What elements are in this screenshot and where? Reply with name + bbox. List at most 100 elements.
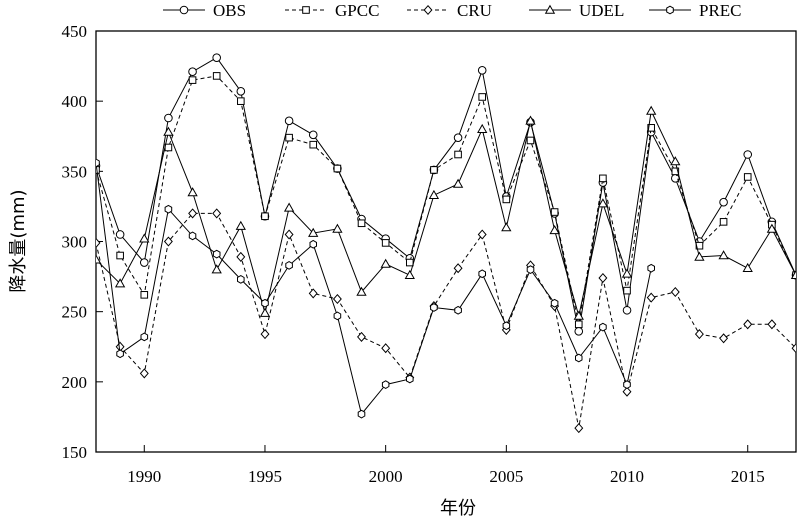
legend-marker xyxy=(302,6,310,14)
data-point-prec xyxy=(285,261,293,270)
data-point-obs xyxy=(115,230,125,239)
x-tick-label: 2015 xyxy=(731,467,765,486)
data-point-obs xyxy=(719,197,728,207)
data-point-cru xyxy=(743,319,753,330)
data-point-udel xyxy=(114,278,126,288)
legend-label: PREC xyxy=(699,1,742,20)
legend-label: UDEL xyxy=(579,1,624,20)
data-point-prec xyxy=(212,249,221,259)
data-point-prec xyxy=(188,231,197,241)
data-point-udel xyxy=(646,105,657,115)
data-point-prec xyxy=(575,353,583,363)
data-point-gpcc xyxy=(116,251,124,260)
data-point-gpcc xyxy=(526,136,535,145)
data-point-udel xyxy=(452,178,464,188)
data-point-prec xyxy=(261,298,269,308)
data-point-gpcc xyxy=(671,167,680,176)
data-point-cru xyxy=(284,229,294,240)
data-point-prec xyxy=(478,269,486,279)
legend-item-obs: OBS xyxy=(163,1,246,20)
data-point-udel xyxy=(621,268,633,278)
data-point-gpcc xyxy=(454,150,462,159)
legend: OBS GPCC CRU UDEL PREC xyxy=(163,1,742,20)
data-point-prec xyxy=(599,322,607,332)
data-point-cru xyxy=(646,292,656,303)
data-point-cru xyxy=(622,386,632,397)
data-point-cru xyxy=(598,272,608,284)
data-point-udel xyxy=(96,254,102,264)
data-point-gpcc xyxy=(599,174,607,183)
data-point-udel xyxy=(501,222,512,232)
data-point-gpcc xyxy=(743,173,752,181)
legend-item-prec: PREC xyxy=(649,1,742,20)
x-tick-label: 2005 xyxy=(489,467,523,486)
data-point-udel xyxy=(428,189,440,199)
x-tick-label: 1995 xyxy=(248,467,282,486)
data-point-gpcc xyxy=(623,286,631,295)
data-point-udel xyxy=(259,307,271,317)
y-tick-label: 400 xyxy=(62,92,88,111)
data-point-udel xyxy=(549,224,560,235)
data-point-udel xyxy=(573,310,584,320)
data-point-udel xyxy=(718,250,729,260)
data-point-cru xyxy=(381,343,391,354)
data-point-udel xyxy=(380,258,391,268)
data-point-prec xyxy=(164,204,173,214)
data-point-obs xyxy=(164,113,173,123)
data-point-udel xyxy=(163,126,174,136)
data-point-gpcc xyxy=(357,219,366,228)
legend-item-udel: UDEL xyxy=(529,1,624,20)
data-point-obs xyxy=(308,130,318,140)
data-point-gpcc xyxy=(719,218,728,226)
series-lines xyxy=(96,53,796,434)
data-point-cru xyxy=(308,288,318,299)
data-point-cru xyxy=(357,331,366,342)
data-point-prec xyxy=(647,263,655,273)
data-point-gpcc xyxy=(140,291,149,299)
data-point-prec xyxy=(454,305,462,315)
data-point-gpcc xyxy=(212,72,221,80)
data-point-gpcc xyxy=(574,320,583,329)
data-point-prec xyxy=(526,265,535,274)
series-udel xyxy=(96,105,796,320)
data-point-udel xyxy=(187,187,198,197)
data-point-udel xyxy=(139,233,150,243)
legend-label: OBS xyxy=(213,1,246,20)
data-point-cru xyxy=(236,251,246,262)
data-point-cru xyxy=(453,263,463,274)
data-point-prec xyxy=(623,380,631,389)
plot-frame xyxy=(95,30,797,453)
legend-label: CRU xyxy=(457,1,492,20)
x-tick-label: 2000 xyxy=(369,467,403,486)
series-line-prec xyxy=(96,162,652,416)
series-line-udel xyxy=(96,109,796,317)
data-point-obs xyxy=(284,116,294,126)
series-prec xyxy=(96,158,655,419)
data-point-cru xyxy=(139,368,149,379)
data-point-udel xyxy=(477,123,488,133)
data-point-prec xyxy=(309,239,317,249)
data-point-cru xyxy=(260,329,270,340)
data-point-obs xyxy=(574,327,584,336)
data-point-cru xyxy=(791,343,796,354)
data-point-udel xyxy=(356,286,367,296)
data-point-prec xyxy=(357,409,366,419)
data-point-udel xyxy=(235,220,246,230)
data-point-cru xyxy=(188,208,198,219)
legend-marker xyxy=(666,5,674,15)
data-point-cru xyxy=(719,333,729,344)
data-point-gpcc xyxy=(333,164,342,173)
data-point-cru xyxy=(96,237,101,248)
data-point-gpcc xyxy=(188,76,197,84)
data-point-cru xyxy=(574,423,584,434)
data-point-obs xyxy=(622,305,632,315)
data-point-obs xyxy=(139,258,149,267)
y-tick-label: 300 xyxy=(62,233,88,252)
data-point-udel xyxy=(790,269,796,279)
data-point-prec xyxy=(140,332,149,342)
data-point-udel xyxy=(694,251,705,261)
data-point-udel xyxy=(308,227,319,237)
series-obs xyxy=(96,53,796,336)
data-point-prec xyxy=(237,275,245,284)
